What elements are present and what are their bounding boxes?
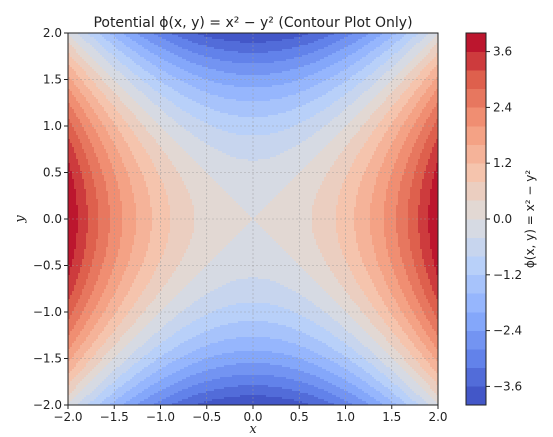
colorbar-segment	[466, 349, 486, 368]
colorbar-segment	[466, 200, 486, 219]
chart-title: Potential ϕ(x, y) = x² − y² (Contour Plo…	[93, 15, 412, 31]
colorbar-tick-label: 2.4	[493, 100, 512, 114]
x-tick-label: 1.5	[382, 410, 401, 424]
x-tick-label: −1.0	[146, 410, 175, 424]
colorbar-segment	[466, 33, 486, 52]
colorbar-segment	[466, 126, 486, 145]
colorbar-segment	[466, 238, 486, 257]
x-tick-label: 2.0	[428, 410, 447, 424]
colorbar-segment	[466, 275, 486, 294]
x-tick-label: 1.0	[336, 410, 355, 424]
colorbar-tick-label: −2.4	[493, 324, 522, 338]
x-axis-label: x	[249, 422, 257, 437]
y-tick-label: 2.0	[43, 26, 62, 40]
y-axis-label: y	[13, 215, 28, 224]
colorbar-segment	[466, 52, 486, 71]
colorbar-tick-label: 1.2	[493, 156, 512, 170]
y-tick-label: 0.0	[43, 212, 62, 226]
y-tick-label: −1.5	[33, 352, 62, 366]
y-tick-label: 1.5	[43, 73, 62, 87]
colorbar-segment	[466, 70, 486, 89]
colorbar-segment	[466, 368, 486, 387]
y-tick-label: 1.0	[43, 119, 62, 133]
colorbar-segment	[466, 145, 486, 164]
colorbar-tick-label: −3.6	[493, 379, 522, 393]
y-axis: −2.0 −1.5 −1.0 −0.5 0.0 0.5 1.0 1.5 2.0	[33, 26, 68, 412]
y-tick-label: −1.0	[33, 305, 62, 319]
colorbar-tick-label: 0.0	[493, 212, 512, 226]
y-tick-label: −2.0	[33, 398, 62, 412]
colorbar: 3.6 2.4 1.2 0.0 −1.2 −2.4 −3.6	[466, 33, 522, 405]
colorbar-tick-label: 3.6	[493, 45, 512, 59]
x-tick-label: 0.5	[290, 410, 309, 424]
colorbar-tick-label: −1.2	[493, 268, 522, 282]
y-tick-label: −0.5	[33, 259, 62, 273]
x-tick-label: −2.0	[53, 410, 82, 424]
colorbar-segment	[466, 312, 486, 331]
colorbar-segment	[466, 219, 486, 238]
colorbar-segment	[466, 293, 486, 312]
x-tick-label: −1.5	[100, 410, 129, 424]
colorbar-segment	[466, 89, 486, 108]
plot-area	[68, 33, 438, 405]
colorbar-segment	[466, 163, 486, 182]
colorbar-segment	[466, 182, 486, 201]
colorbar-segment	[466, 386, 486, 405]
y-tick-label: 0.5	[43, 166, 62, 180]
x-tick-label: −0.5	[192, 410, 221, 424]
colorbar-segment	[466, 331, 486, 350]
colorbar-segment	[466, 256, 486, 275]
colorbar-label: ϕ(x, y) = x² − y²	[523, 170, 537, 268]
colorbar-segment	[466, 107, 486, 126]
